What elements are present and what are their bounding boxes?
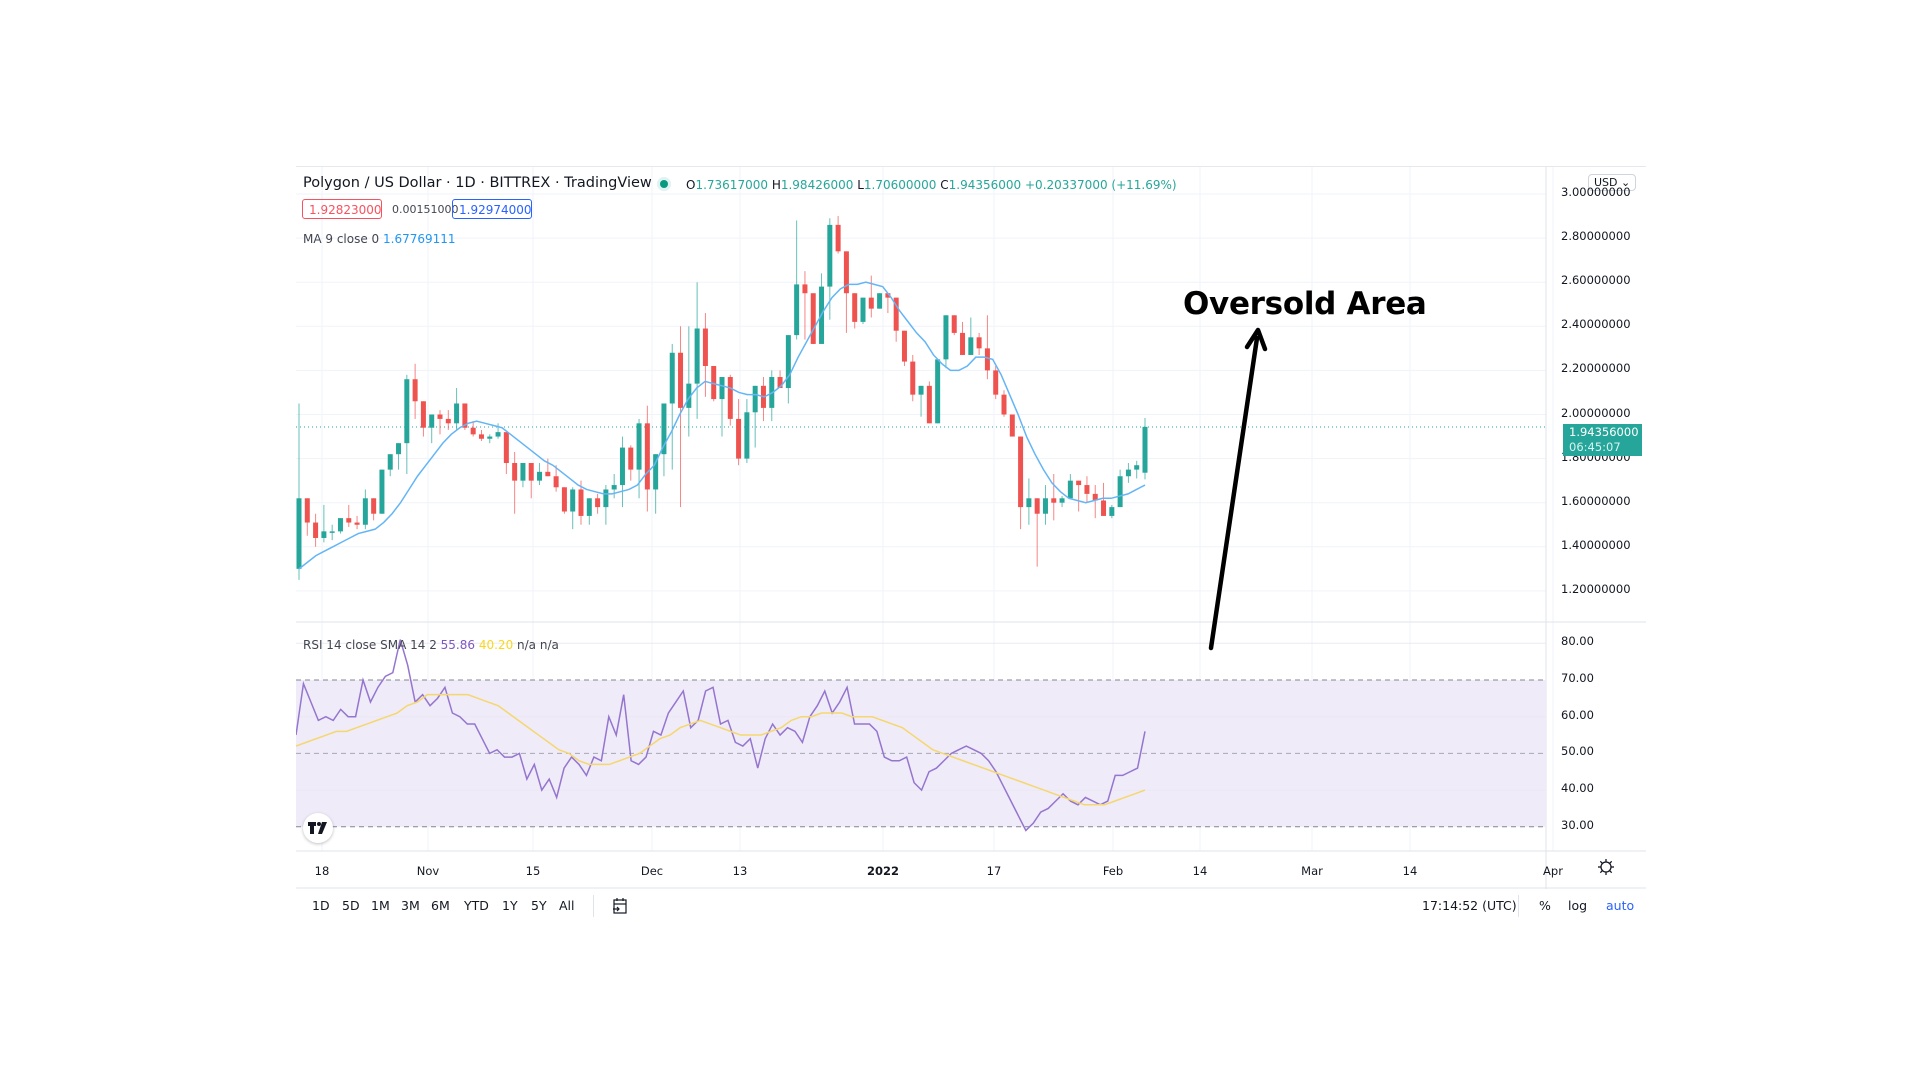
range-1d-button[interactable]: 1D: [312, 898, 330, 913]
buy-price: 1.92974000: [459, 203, 532, 217]
close-value: 1.94356000: [948, 178, 1022, 192]
time-axis-label: Nov: [416, 864, 440, 878]
rsi-axis-label: 80.00: [1561, 634, 1594, 649]
range-all-button[interactable]: All: [559, 898, 575, 913]
symbol-title-text: Polygon / US Dollar · 1D · BITTREX · Tra…: [303, 175, 652, 191]
spread-value: 0.00151000: [392, 203, 459, 216]
open-label: O: [686, 178, 696, 192]
time-axis-label: 13: [732, 864, 748, 878]
price-axis-label: 2.80000000: [1561, 229, 1631, 244]
price-axis-label: 1.40000000: [1561, 537, 1631, 552]
rsi-label: RSI 14 close SMA 14 2: [303, 638, 437, 652]
last-price-tag: 1.94356000 06:45:07: [1563, 424, 1642, 456]
ma-legend[interactable]: MA 9 close 0 1.67769111: [303, 232, 456, 246]
range-1m-button[interactable]: 1M: [371, 898, 390, 913]
time-axis-label: Dec: [640, 864, 664, 878]
buy-button[interactable]: 1.92974000: [452, 199, 532, 219]
high-value: 1.98426000: [780, 178, 854, 192]
bottom-toolbar: 1D 5D 1M 3M 6M YTD 1Y 5Y All 17:14:52 (U…: [296, 888, 1646, 926]
rsi-extra-1: n/a: [517, 638, 537, 652]
time-axis-label: Feb: [1102, 864, 1124, 878]
high-label: H: [771, 178, 781, 192]
range-5d-button[interactable]: 5D: [342, 898, 360, 913]
percent-scale-toggle[interactable]: %: [1539, 898, 1551, 913]
last-price: 1.94356000: [1569, 425, 1639, 439]
settings-gear-icon[interactable]: [1596, 857, 1616, 877]
sell-price: 1.92823000: [309, 203, 382, 217]
low-label: L: [857, 178, 864, 192]
ma-value: 1.67769111: [383, 232, 456, 246]
price-axis-label: 2.00000000: [1561, 405, 1631, 420]
price-axis-label: 2.40000000: [1561, 317, 1631, 332]
rsi-axis-label: 50.00: [1561, 744, 1594, 759]
rsi-legend[interactable]: RSI 14 close SMA 14 2 55.86 40.20 n/a n/…: [303, 638, 559, 652]
price-axis-label: 1.20000000: [1561, 581, 1631, 596]
toolbar-divider: [1518, 895, 1519, 917]
range-5y-button[interactable]: 5Y: [531, 898, 547, 913]
range-6m-button[interactable]: 6M: [431, 898, 450, 913]
go-to-date-calendar-icon[interactable]: [612, 897, 628, 919]
time-axis-label: Mar: [1301, 864, 1323, 878]
open-value: 1.73617000: [695, 178, 768, 192]
sell-button[interactable]: 1.92823000: [302, 199, 382, 219]
price-axis-label: 2.20000000: [1561, 361, 1631, 376]
time-axis-label: 18: [314, 864, 330, 878]
chevron-down-icon: ⌄: [1621, 176, 1631, 189]
change-value: +0.20337000 (+11.69%): [1025, 178, 1177, 192]
tradingview-logo-icon[interactable]: [303, 813, 333, 843]
ohlc-values: O1.73617000 H1.98426000 L1.70600000 C1.9…: [686, 178, 1177, 192]
symbol-title[interactable]: Polygon / US Dollar · 1D · BITTREX · Tra…: [303, 175, 652, 191]
time-axis-label: Apr: [1543, 864, 1563, 878]
price-axis-label: 2.60000000: [1561, 273, 1631, 288]
rsi-axis-label: 40.00: [1561, 781, 1594, 796]
rsi-extra-2: n/a: [539, 638, 559, 652]
time-axis-label: 14: [1192, 864, 1208, 878]
currency-button[interactable]: USD ⌄: [1588, 174, 1637, 191]
rsi-axis-label: 70.00: [1561, 671, 1594, 685]
rsi-axis-label: 60.00: [1561, 707, 1594, 722]
price-axis-label: 1.60000000: [1561, 493, 1631, 508]
time-axis-label: 17: [986, 864, 1002, 878]
toolbar-divider: [593, 895, 594, 917]
utc-clock[interactable]: 17:14:52 (UTC): [1422, 898, 1517, 913]
rsi-sma-value: 40.20: [478, 638, 514, 652]
market-status-icon: [657, 177, 671, 191]
auto-scale-toggle[interactable]: auto: [1606, 898, 1635, 913]
range-ytd-button[interactable]: YTD: [464, 898, 489, 913]
bar-countdown: 06:45:07: [1569, 440, 1621, 454]
time-axis-label: 14: [1402, 864, 1418, 878]
range-3m-button[interactable]: 3M: [401, 898, 420, 913]
oversold-area-annotation: Oversold Area: [1183, 286, 1427, 322]
rsi-value: 55.86: [440, 638, 476, 652]
range-1y-button[interactable]: 1Y: [502, 898, 518, 913]
close-label: C: [940, 178, 949, 192]
chart-canvas[interactable]: [296, 167, 1646, 889]
log-scale-toggle[interactable]: log: [1568, 898, 1588, 913]
time-axis-label: 15: [525, 864, 541, 878]
chart-container[interactable]: [296, 166, 1646, 889]
currency-label: USD: [1594, 176, 1618, 189]
low-value: 1.70600000: [863, 178, 937, 192]
price-axis-label: 3.00000000: [1561, 185, 1631, 199]
rsi-axis-label: 30.00: [1561, 817, 1594, 832]
time-axis-label: 2022: [866, 864, 900, 878]
ma-label: MA 9 close 0: [303, 232, 380, 246]
